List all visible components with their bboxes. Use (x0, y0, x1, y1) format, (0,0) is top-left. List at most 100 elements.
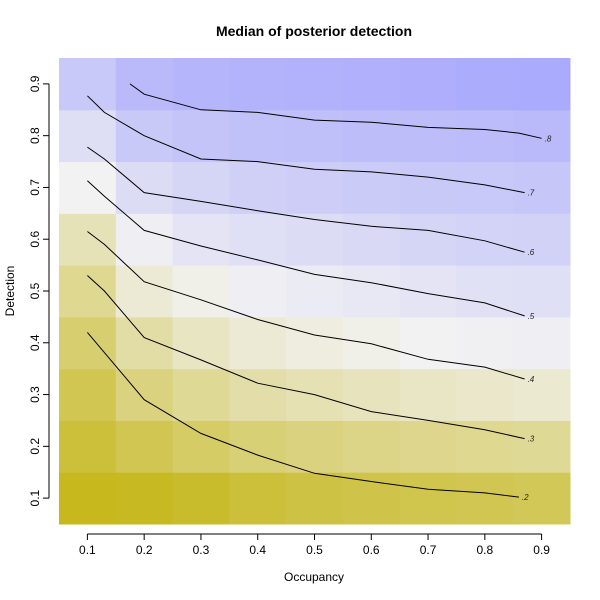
heatmap-cells (59, 58, 571, 525)
heatmap-cell (115, 58, 174, 111)
heatmap-cell (229, 316, 287, 370)
heatmap-cell (59, 161, 117, 214)
heatmap-cell (399, 265, 457, 318)
y-tick-label: 0.7 (28, 179, 42, 196)
y-tick-label: 0.8 (28, 127, 42, 144)
contour-line-0.6 (87, 146, 525, 253)
heatmap-cell (513, 58, 571, 111)
heatmap-cell (513, 316, 571, 370)
x-tick-label: 0.6 (363, 543, 380, 557)
heatmap-cell (172, 420, 230, 473)
heatmap-cell (513, 420, 571, 473)
contour-lines (87, 83, 542, 498)
y-axis-label: Detection (3, 266, 17, 317)
heatmap-cell (342, 368, 401, 421)
heatmap-cell (286, 420, 344, 473)
heatmap-cell (399, 472, 457, 525)
heatmap-cell (115, 420, 174, 473)
heatmap-cell (286, 213, 344, 266)
x-tick-label: 0.5 (306, 543, 323, 557)
contour-line-0.7 (87, 95, 525, 194)
heatmap-cell (513, 368, 571, 421)
heatmap-cell (513, 161, 571, 214)
heatmap-cell (172, 368, 230, 421)
heatmap-cell (59, 368, 117, 421)
contour-line-0.8 (129, 83, 542, 139)
heatmap-cell (229, 472, 287, 525)
heatmap-cell (342, 161, 401, 214)
heatmap-cell (229, 109, 287, 163)
heatmap-cell (59, 316, 117, 370)
heatmap-cell (115, 472, 174, 525)
y-axis: 0.1 0.2 0.3 0.4 0.5 0.6 0.7 0.8 0.9 (28, 75, 50, 506)
heatmap-cell (172, 58, 230, 111)
heatmap-cell (229, 213, 287, 266)
heatmap-cell (59, 472, 117, 525)
heatmap-cell (456, 109, 514, 163)
x-tick-label: 0.8 (476, 543, 493, 557)
heatmap-cell (456, 316, 514, 370)
heatmap-cell (115, 213, 174, 266)
x-axis-label: Occupancy (284, 570, 344, 584)
heatmap-cell (342, 58, 401, 111)
x-tick-label: 0.4 (249, 543, 266, 557)
heatmap-cell (513, 213, 571, 266)
heatmap-cell (115, 265, 174, 318)
heatmap-cell (342, 316, 401, 370)
y-tick-label: 0.1 (28, 489, 42, 506)
contour-label-0.2: .2 (522, 493, 529, 502)
y-tick-label: 0.4 (28, 334, 42, 351)
heatmap-cell (456, 213, 514, 266)
y-tick-label: 0.3 (28, 386, 42, 403)
heatmap-cell (399, 368, 457, 421)
heatmap-cell (59, 420, 117, 473)
heatmap-cell (456, 420, 514, 473)
heatmap-cell (59, 213, 117, 266)
heatmap-cell (172, 161, 230, 214)
contour-line-0.3 (87, 275, 525, 440)
heatmap-cell (229, 420, 287, 473)
heatmap-cell (342, 213, 401, 266)
heatmap-cell (286, 472, 344, 525)
contour-line-0.2 (87, 332, 519, 498)
heatmap-cell (115, 316, 174, 370)
contour-label-0.8: .8 (545, 134, 552, 143)
heatmap-cell (172, 316, 230, 370)
heatmap-cell (513, 265, 571, 318)
contour-line-0.4 (87, 231, 525, 380)
y-tick-label: 0.9 (28, 75, 42, 92)
heatmap-cell (399, 213, 457, 266)
heatmap-cell (456, 161, 514, 214)
heatmap-cell (399, 420, 457, 473)
heatmap-cell (172, 472, 230, 525)
x-tick-label: 0.9 (533, 543, 550, 557)
heatmap-cell (399, 316, 457, 370)
heatmap-cell (456, 472, 514, 525)
heatmap-cell (229, 265, 287, 318)
heatmap-cell (286, 265, 344, 318)
heatmap-cell (229, 368, 287, 421)
heatmap-cell (456, 368, 514, 421)
heatmap-cell (115, 161, 174, 214)
heatmap-cell (342, 109, 401, 163)
contour-label-0.6: .6 (528, 248, 535, 257)
heatmap-cell (229, 161, 287, 214)
heatmap-cell (286, 109, 344, 163)
x-tick-label: 0.2 (136, 543, 153, 557)
chart-title: Median of posterior detection (216, 23, 412, 39)
heatmap-cell (342, 472, 401, 525)
heatmap-cell (172, 109, 230, 163)
x-axis: 0.1 0.2 0.3 0.4 0.5 0.6 0.7 0.8 0.9 (79, 533, 550, 557)
x-tick-label: 0.1 (79, 543, 96, 557)
contour-label-0.7: .7 (528, 189, 535, 198)
heatmap-cell (59, 58, 117, 111)
contour-line-0.5 (87, 180, 525, 317)
x-tick-label: 0.7 (420, 543, 437, 557)
heatmap-cell (59, 109, 117, 163)
y-tick-label: 0.6 (28, 231, 42, 248)
contour-label-0.3: .3 (528, 435, 535, 444)
contour-label-0.4: .4 (528, 375, 535, 384)
heatmap-cell (399, 58, 457, 111)
heatmap-cell (513, 109, 571, 163)
